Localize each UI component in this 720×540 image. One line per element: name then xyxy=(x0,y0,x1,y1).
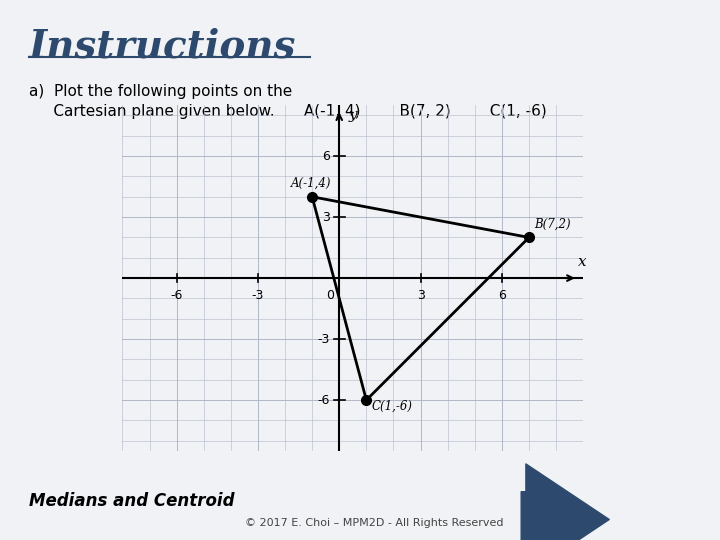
Text: x: x xyxy=(577,255,586,269)
FancyArrowPatch shape xyxy=(521,464,609,540)
Text: B(7,2): B(7,2) xyxy=(534,217,571,231)
Text: 3: 3 xyxy=(417,289,425,302)
Text: -3: -3 xyxy=(252,289,264,302)
Text: 3: 3 xyxy=(322,211,330,224)
Text: -6: -6 xyxy=(171,289,183,302)
Text: C(1,-6): C(1,-6) xyxy=(372,399,413,412)
Text: A(-1,4): A(-1,4) xyxy=(290,177,331,190)
Text: Instructions: Instructions xyxy=(29,27,296,65)
Text: Medians and Centroid: Medians and Centroid xyxy=(29,492,234,510)
Text: a)  Plot the following points on the: a) Plot the following points on the xyxy=(29,84,292,99)
Text: 0: 0 xyxy=(325,289,334,302)
Text: -3: -3 xyxy=(318,333,330,346)
Text: 6: 6 xyxy=(498,289,506,302)
Text: © 2017 E. Choi – MPM2D - All Rights Reserved: © 2017 E. Choi – MPM2D - All Rights Rese… xyxy=(245,518,504,528)
Text: 6: 6 xyxy=(322,150,330,163)
Text: -6: -6 xyxy=(318,394,330,407)
Text: Cartesian plane given below.      A(-1, 4)        B(7, 2)        C(1, -6): Cartesian plane given below. A(-1, 4) B(… xyxy=(29,104,546,119)
Text: y: y xyxy=(348,109,357,123)
